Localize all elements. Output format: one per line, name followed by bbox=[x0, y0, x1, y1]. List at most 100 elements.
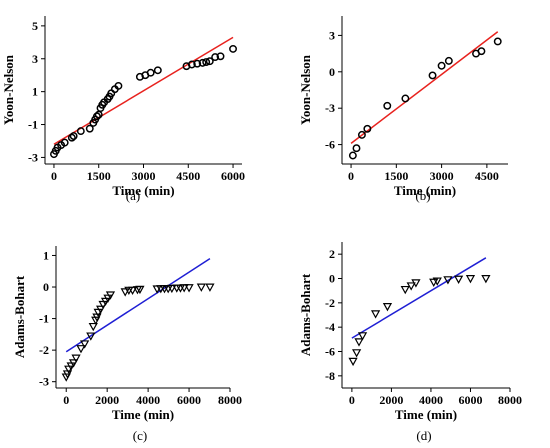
data-point bbox=[229, 44, 237, 53]
fit-line bbox=[65, 257, 211, 353]
y-tick-label: 0 bbox=[329, 272, 335, 286]
x-tick-label: 8000 bbox=[498, 393, 522, 407]
x-axis-label: Time (min) bbox=[395, 407, 457, 422]
y-tick-label: 3 bbox=[32, 52, 38, 66]
y-axis-label: Adams-Bohart bbox=[298, 273, 313, 356]
data-point bbox=[193, 59, 202, 68]
panel-label: (c) bbox=[133, 428, 147, 443]
data-point bbox=[92, 112, 101, 121]
data-point bbox=[437, 61, 446, 70]
data-point bbox=[400, 285, 410, 295]
data-point bbox=[184, 284, 194, 293]
fit-line bbox=[53, 36, 234, 145]
chart-panel-2: 0 1500 3000 4500 -6 -3 0 3 Time (min) Yoon-Nelson… bbox=[298, 16, 508, 203]
data-point bbox=[493, 37, 502, 46]
x-tick-label: 1500 bbox=[384, 169, 408, 183]
y-tick-label: 1 bbox=[32, 85, 38, 99]
y-tick-label: -4 bbox=[325, 320, 335, 334]
data-point bbox=[432, 277, 442, 286]
x-tick-label: 0 bbox=[349, 393, 355, 407]
x-tick-label: 4500 bbox=[176, 169, 200, 183]
x-tick-label: 4000 bbox=[419, 393, 443, 407]
y-axis-label: Yoon-Nelson bbox=[298, 54, 313, 125]
fit-line bbox=[350, 31, 499, 144]
data-point bbox=[86, 332, 96, 341]
data-point bbox=[428, 71, 437, 80]
data-point bbox=[179, 284, 189, 293]
chart-panel-3: 0 2000 4000 6000 8000 -3 -2 -1 0 1 Time (min) Adams… bbox=[12, 246, 242, 443]
y-tick-label: 5 bbox=[32, 19, 38, 33]
y-tick-label: -8 bbox=[325, 369, 335, 383]
x-tick-label: 4000 bbox=[136, 393, 160, 407]
y-tick-label: 0 bbox=[329, 65, 335, 79]
x-axis-label: Time (min) bbox=[394, 183, 456, 198]
data-point bbox=[382, 303, 393, 312]
data-point bbox=[67, 133, 76, 142]
y-tick-label: -1 bbox=[39, 312, 49, 326]
data-point bbox=[370, 310, 381, 319]
y-tick-label: -6 bbox=[325, 138, 335, 152]
data-point bbox=[406, 282, 416, 291]
data-point bbox=[96, 305, 106, 314]
y-tick-label: 2 bbox=[329, 247, 335, 261]
data-point bbox=[216, 52, 225, 61]
data-point bbox=[167, 284, 177, 294]
y-tick-label: -3 bbox=[39, 375, 49, 389]
data-point bbox=[153, 66, 162, 75]
y-tick-label: -6 bbox=[325, 345, 335, 359]
data-point bbox=[481, 275, 491, 284]
y-tick-label: -2 bbox=[39, 343, 49, 357]
x-tick-label: 0 bbox=[348, 169, 354, 183]
chart-panel-1: 0 1500 3000 4500 6000 -3 -1 1 3 5 Time (min) Yoon-N… bbox=[1, 16, 245, 203]
y-tick-label: -1 bbox=[28, 118, 38, 132]
data-point bbox=[114, 81, 123, 90]
data-point bbox=[85, 124, 94, 133]
data-point bbox=[363, 124, 372, 133]
x-tick-label: 2000 bbox=[379, 393, 403, 407]
data-point bbox=[383, 101, 392, 110]
data-point bbox=[69, 132, 78, 140]
data-point bbox=[80, 340, 90, 349]
data-point bbox=[401, 94, 410, 103]
data-point bbox=[71, 354, 81, 363]
x-tick-label: 3000 bbox=[430, 169, 454, 183]
data-point bbox=[146, 68, 155, 77]
data-point bbox=[477, 47, 486, 56]
x-tick-label: 0 bbox=[63, 393, 69, 407]
y-tick-label: -3 bbox=[325, 101, 335, 115]
data-point bbox=[187, 60, 196, 69]
data-point bbox=[443, 276, 453, 285]
data-point bbox=[205, 57, 214, 66]
data-point bbox=[211, 53, 220, 62]
panel-label: (d) bbox=[416, 428, 431, 443]
data-point bbox=[105, 291, 116, 300]
panel-label: (b) bbox=[415, 188, 430, 203]
data-point bbox=[135, 285, 145, 295]
data-point bbox=[411, 279, 421, 288]
x-tick-label: 6000 bbox=[221, 169, 245, 183]
x-tick-label: 0 bbox=[51, 169, 57, 183]
data-point bbox=[354, 338, 364, 347]
x-tick-label: 6000 bbox=[458, 393, 482, 407]
data-point bbox=[357, 332, 368, 341]
x-axis-label: Time (min) bbox=[112, 183, 174, 198]
data-point bbox=[453, 275, 464, 284]
data-point bbox=[198, 58, 207, 67]
x-tick-label: 1500 bbox=[87, 169, 111, 183]
data-point bbox=[76, 345, 86, 354]
y-tick-label: 0 bbox=[43, 280, 49, 294]
data-point bbox=[352, 144, 361, 153]
data-point bbox=[202, 58, 211, 66]
data-point bbox=[68, 359, 79, 368]
fit-line bbox=[351, 257, 487, 339]
data-point bbox=[196, 283, 206, 292]
chart-panel-4: 0 2000 4000 6000 8000 -8 -6 -4 -2 0 2 Time (min) Ada… bbox=[298, 242, 522, 443]
data-point bbox=[60, 138, 69, 147]
x-tick-label: 8000 bbox=[218, 393, 242, 407]
data-point bbox=[444, 56, 453, 65]
x-tick-label: 6000 bbox=[177, 393, 201, 407]
y-tick-label: -3 bbox=[28, 150, 38, 164]
y-axis-label: Yoon-Nelson bbox=[1, 54, 16, 125]
data-point bbox=[88, 322, 98, 332]
